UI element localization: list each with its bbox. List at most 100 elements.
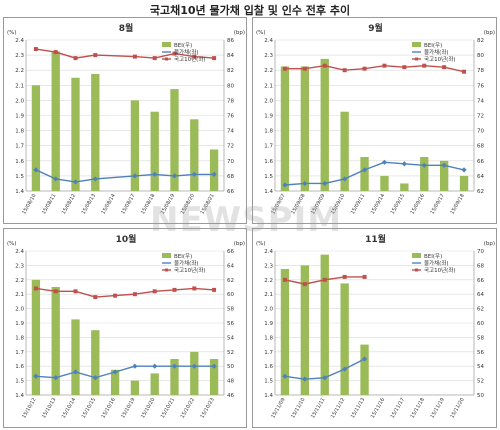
right-tick-label: 72 [477,114,484,120]
bei-bar [190,119,199,191]
x-tick-label: 15/11/16 [370,397,386,419]
x-tick-label: 15/08/19 [160,193,176,215]
left-tick-label: 2.4 [15,38,24,44]
right-tick-label: 54 [477,364,484,370]
x-tick-label: 15/10/16 [100,397,116,419]
bei-bar [209,149,219,191]
x-tick-label: 15/11/13 [350,397,366,419]
treasury10-point [322,277,327,282]
bei-bar [150,111,159,191]
right-tick-label: 68 [227,174,234,180]
right-tick-label: 70 [477,249,484,255]
left-tick-label: 1.9 [15,114,24,120]
legend-bei-swatch [162,253,171,258]
treasury10-point [382,63,387,68]
x-tick-label: 15/09/08 [290,193,306,215]
legend-treasury-marker [415,57,418,61]
x-tick-label: 15/09/09 [310,193,326,215]
x-tick-label: 15/11/17 [390,397,406,419]
x-tick-label: 15/11/11 [310,397,326,419]
bei-bar [31,279,41,395]
bei-bar [300,66,310,191]
linker-point [211,171,217,177]
right-tick-label: 70 [227,159,234,165]
left-tick-label: 1.9 [264,321,273,327]
right-tick-label: 64 [477,292,484,298]
chart-panel-november: 11월 (%) (bp) 1.4 50 1.5 52 1.6 54 1.7 56 1.8 58 1.9 60… [252,228,497,428]
left-tick-label: 1.7 [264,144,273,150]
treasury10-point [172,51,177,56]
treasury10-point [172,287,177,292]
bei-bar [130,100,140,191]
treasury10-point [53,289,58,294]
x-tick-label: 15/08/17 [120,193,136,215]
linker-point [33,373,39,379]
right-tick-label: 48 [227,379,234,385]
legend-treasury-label: 국고10년(좌) [424,266,456,274]
chart-november: 11월 (%) (bp) 1.4 50 1.5 52 1.6 54 1.7 56 1.8 58 1.9 60… [256,233,495,419]
right-tick-label: 64 [227,263,234,269]
linker-point [381,159,388,165]
treasury10-point [302,282,307,287]
bei-bar [300,265,310,395]
right-tick-label: 86 [227,38,234,44]
right-tick-label: 66 [477,278,484,284]
bei-bar [320,254,329,395]
bei-bar [110,369,120,395]
x-tick-label: 15/08/12 [61,193,77,215]
bei-bar [400,183,409,191]
treasury10-point [152,56,157,61]
linker-point [152,363,158,369]
legend-linker-label: 물가채(좌) [174,259,199,267]
left-axis-unit: (%) [7,30,17,36]
right-tick-label: 72 [227,144,234,150]
treasury10-point [93,53,98,58]
treasury10-line [284,64,465,73]
treasury10-point [462,69,467,74]
x-tick-label: 15/08/13 [81,193,97,215]
bei-bar [209,359,219,395]
bei-bar [340,111,349,191]
treasury10-point [73,56,78,61]
bei-bar [51,287,60,395]
bei-bar [170,359,179,395]
left-tick-label: 1.7 [15,350,24,356]
legend-treasury-marker [165,268,168,272]
bei-bar [91,330,100,395]
treasury10-point [93,295,98,300]
x-tick-label: 15/10/19 [120,397,136,419]
linker-point [33,167,39,173]
legend-treasury-marker [415,268,418,272]
treasury10-point [53,50,58,55]
left-axis-unit: (%) [256,30,266,36]
x-tick-label: 15/11/20 [449,397,465,419]
left-tick-label: 1.4 [264,393,273,399]
left-tick-label: 2.2 [264,68,273,74]
legend-bei-label: BEI(우) [174,42,192,49]
legend-treasury-label: 국고10년(좌) [424,55,456,63]
treasury10-point [132,292,137,297]
legend-bei-label: BEI(우) [424,42,442,49]
chart-title: 10월 [116,233,137,245]
left-tick-label: 2.4 [15,249,24,255]
bei-bar [380,175,389,191]
x-tick-label: 15/10/21 [160,397,176,419]
right-tick-label: 64 [477,174,484,180]
treasury10-point [422,63,427,68]
left-tick-label: 1.8 [264,335,273,341]
left-tick-label: 2.0 [264,98,273,104]
legend-bei-swatch [412,42,421,47]
right-tick-label: 82 [477,38,484,44]
linker-line [35,365,215,379]
left-tick-label: 1.5 [264,174,273,180]
bei-bar [170,89,179,191]
treasury10-point [362,274,367,279]
legend-bei-swatch [412,253,421,258]
legend-bei-label: BEI(우) [424,253,442,260]
right-tick-label: 82 [227,68,234,74]
chart-title: 8월 [119,22,134,34]
x-tick-label: 15/09/07 [270,193,286,215]
left-tick-label: 1.8 [15,335,24,341]
left-tick-label: 1.4 [264,189,273,195]
legend-treasury-label: 국고10년(좌) [174,55,206,63]
